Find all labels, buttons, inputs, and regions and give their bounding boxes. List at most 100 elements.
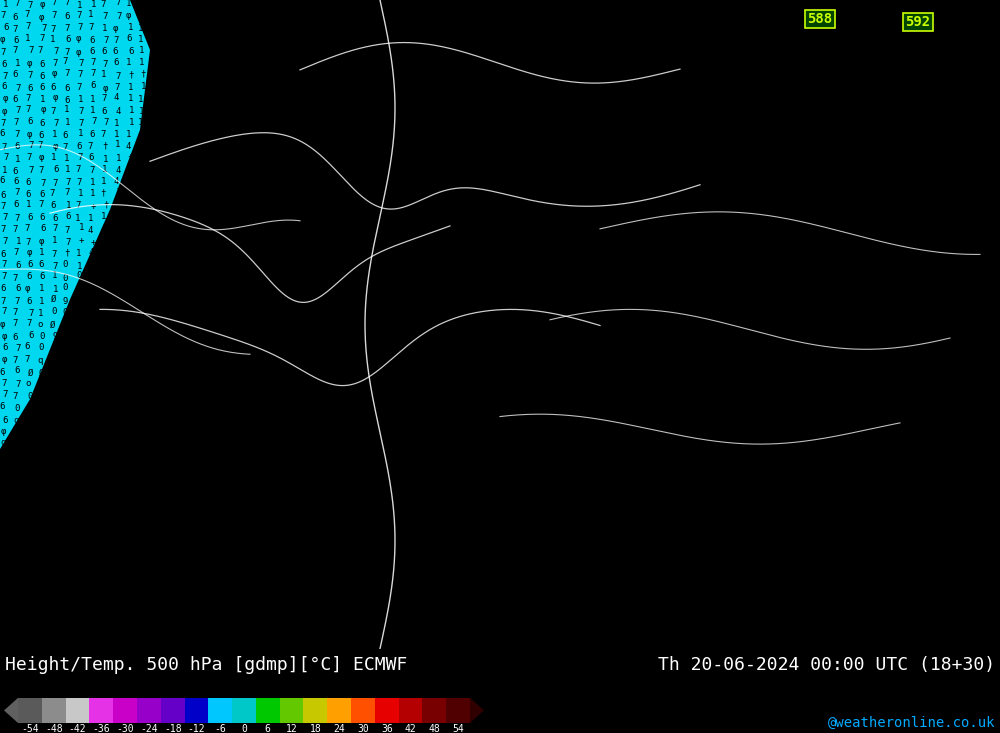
Text: 1: 1 [88, 214, 93, 223]
Text: 1: 1 [379, 72, 385, 81]
Text: o: o [453, 57, 459, 67]
Text: z: z [845, 627, 850, 636]
Text: 0: 0 [440, 628, 445, 638]
Text: 7: 7 [705, 629, 710, 638]
Text: 7: 7 [842, 533, 847, 542]
Text: 7: 7 [816, 630, 821, 638]
Text: 9: 9 [642, 165, 647, 174]
Text: 9: 9 [566, 558, 571, 567]
Text: Ø: Ø [100, 616, 106, 626]
Text: 7: 7 [14, 297, 20, 306]
Text: +: + [327, 214, 332, 223]
Text: 0: 0 [619, 153, 624, 162]
Text: 4: 4 [328, 190, 334, 199]
Text: 0: 0 [853, 308, 859, 317]
Text: 1: 1 [201, 48, 206, 57]
Text: 0: 0 [154, 414, 159, 423]
Text: Height/Temp. 500 hPa [gdmp][°C] ECMWF: Height/Temp. 500 hPa [gdmp][°C] ECMWF [5, 656, 407, 674]
Text: 6: 6 [0, 250, 5, 259]
Text: z: z [943, 594, 949, 603]
Text: 7: 7 [982, 640, 987, 649]
Text: 7: 7 [655, 638, 661, 648]
Text: z: z [993, 485, 998, 494]
Text: 0: 0 [441, 320, 447, 328]
Text: 7: 7 [617, 522, 623, 531]
Text: 0: 0 [879, 273, 885, 282]
Text: 0: 0 [116, 592, 121, 600]
Text: 7: 7 [891, 402, 896, 410]
Text: 0: 0 [25, 521, 30, 531]
Text: 6: 6 [90, 130, 95, 139]
Text: 1: 1 [329, 226, 334, 235]
Text: 0: 0 [27, 391, 32, 401]
Text: 0: 0 [627, 108, 633, 117]
Text: 8: 8 [857, 486, 862, 495]
Text: q: q [354, 402, 360, 411]
Text: 9: 9 [679, 1, 684, 10]
Text: q: q [103, 309, 108, 317]
Text: 1: 1 [139, 58, 144, 67]
Text: 0: 0 [139, 285, 144, 294]
Text: 7: 7 [40, 179, 46, 188]
Text: q: q [277, 556, 283, 565]
Text: 0: 0 [918, 48, 924, 57]
Text: 9: 9 [365, 630, 371, 638]
Text: 0: 0 [829, 59, 835, 68]
Text: 9: 9 [744, 34, 749, 43]
Text: 0: 0 [581, 616, 586, 625]
Text: 7: 7 [967, 356, 973, 365]
Text: 0: 0 [629, 190, 634, 199]
Text: 1: 1 [266, 224, 271, 233]
Text: 8: 8 [365, 617, 370, 626]
Text: 0: 0 [150, 259, 156, 269]
Text: 9: 9 [894, 307, 899, 316]
Text: 9: 9 [993, 0, 999, 7]
Text: 0: 0 [554, 437, 560, 446]
Text: 1: 1 [402, 108, 407, 117]
Text: 8: 8 [590, 356, 596, 365]
Text: 0: 0 [352, 641, 357, 649]
Text: 0: 0 [492, 167, 497, 176]
Text: 0: 0 [590, 248, 595, 257]
Text: 0: 0 [264, 273, 270, 282]
Text: 0: 0 [905, 141, 910, 150]
Text: o: o [489, 0, 495, 10]
Text: 9: 9 [480, 356, 485, 364]
Text: 0: 0 [578, 402, 583, 410]
Text: 7: 7 [692, 641, 697, 650]
Text: 0: 0 [91, 403, 96, 413]
Text: 0: 0 [528, 119, 533, 128]
Text: q: q [580, 640, 586, 649]
Text: q: q [254, 616, 259, 625]
Text: o: o [578, 391, 583, 400]
Text: 1: 1 [252, 72, 258, 81]
Text: 0: 0 [705, 24, 711, 34]
Text: z: z [882, 486, 887, 496]
Text: 0: 0 [464, 344, 470, 353]
Text: +: + [178, 166, 184, 175]
Text: 0: 0 [818, 142, 823, 152]
Text: 9: 9 [479, 546, 484, 555]
Text: 7: 7 [655, 627, 660, 636]
Text: 4: 4 [291, 117, 296, 127]
Text: 0: 0 [100, 545, 106, 553]
Text: 0: 0 [502, 36, 507, 45]
Text: 0: 0 [932, 131, 938, 140]
Text: 0: 0 [554, 22, 559, 32]
Text: 9: 9 [843, 215, 848, 224]
Text: 0: 0 [200, 451, 206, 460]
Text: o: o [115, 556, 121, 565]
Text: 30: 30 [357, 724, 369, 733]
Text: 9: 9 [718, 331, 723, 339]
Text: z: z [753, 544, 759, 553]
Text: 9: 9 [891, 82, 897, 91]
Text: 7: 7 [27, 319, 32, 328]
Text: 7: 7 [995, 425, 1000, 435]
Text: 0: 0 [453, 248, 459, 257]
Text: 0: 0 [577, 425, 583, 434]
Text: Ø: Ø [892, 238, 898, 247]
Text: 0: 0 [315, 319, 321, 328]
Text: 0: 0 [455, 307, 460, 316]
Text: 6: 6 [102, 47, 107, 56]
Text: 0: 0 [667, 213, 672, 223]
